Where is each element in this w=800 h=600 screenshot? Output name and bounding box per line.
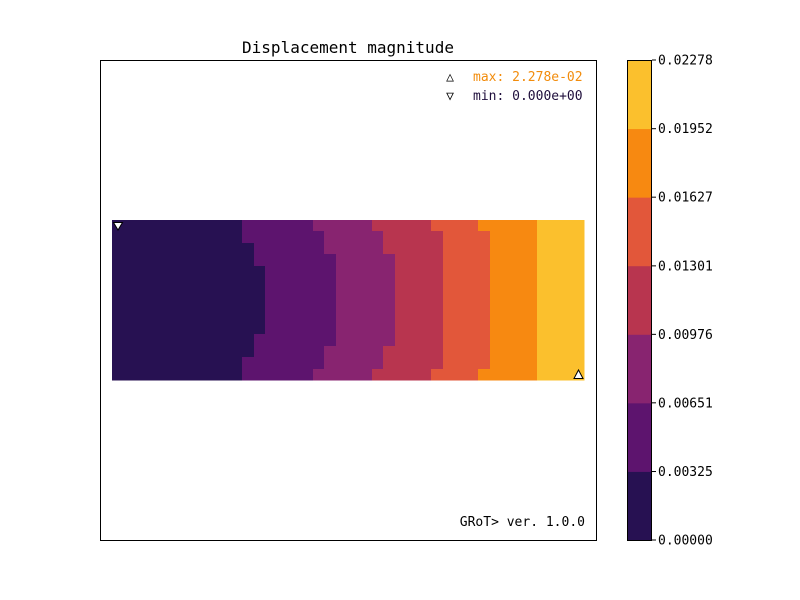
version-label: GRoT> ver. 1.0.0: [460, 515, 585, 530]
field-cell: [443, 266, 491, 335]
colorbar-tick-label: 0.00000: [658, 534, 713, 549]
min-legend-symbol: ▽: [446, 89, 454, 104]
colorbar-band: [627, 402, 652, 472]
field-cell: [395, 266, 444, 335]
field-cell: [443, 231, 491, 244]
field-cell: [431, 220, 479, 232]
field-cell: [537, 346, 585, 358]
field-cell: [336, 334, 396, 347]
colorbar-band: [627, 334, 652, 404]
colorbar-band: [627, 197, 652, 267]
field-cell: [537, 369, 585, 381]
field-cell: [313, 369, 373, 381]
field-cell: [324, 346, 384, 358]
colorbar-frame: [627, 60, 652, 541]
field-cell: [254, 254, 337, 267]
colorbar-tick-label: 0.00976: [658, 328, 713, 343]
field-cell: [537, 243, 585, 255]
field-cell: [431, 369, 479, 381]
field-cell: [112, 231, 243, 244]
field-cell: [490, 243, 538, 255]
field-cell: [383, 243, 444, 255]
colorbar: [627, 60, 652, 541]
field-cell: [254, 346, 325, 358]
field-cell: [490, 254, 538, 267]
plot-frame: [100, 60, 597, 541]
chart-title: Displacement magnitude: [242, 38, 454, 57]
colorbar-tick-label: 0.00325: [658, 465, 713, 480]
field-cell: [265, 266, 337, 335]
field-cell: [112, 334, 255, 347]
field-cell: [242, 357, 325, 370]
field-cell: [242, 220, 314, 232]
field-cell: [242, 369, 314, 381]
field-cell: [537, 231, 585, 244]
colorbar-tick-label: 0.01301: [658, 259, 713, 274]
field-cell: [112, 254, 255, 267]
displacement-field: [112, 220, 585, 381]
field-cell: [537, 334, 585, 347]
field-cell: [383, 346, 444, 358]
field-cell: [537, 266, 585, 335]
field-cell: [443, 346, 491, 358]
field-cell: [112, 243, 255, 255]
field-cell: [383, 231, 444, 244]
field-cell: [443, 357, 491, 370]
field-cell: [478, 220, 538, 232]
field-cell: [537, 357, 585, 370]
field-cell: [395, 334, 444, 347]
colorbar-tick-label: 0.01952: [658, 122, 713, 137]
max-annotation: max: 2.278e-02: [473, 70, 583, 85]
field-cell: [490, 334, 538, 347]
colorbar-band: [627, 128, 652, 198]
field-cell: [490, 231, 538, 244]
min-annotation: min: 0.000e+00: [473, 89, 583, 104]
field-cell: [478, 369, 538, 381]
field-cell: [443, 254, 491, 267]
field-cell: [537, 220, 585, 232]
colorbar-band: [627, 60, 652, 130]
field-cell: [112, 346, 255, 358]
field-cell: [336, 266, 396, 335]
field-cell: [112, 369, 243, 381]
colorbar-tick-label: 0.01627: [658, 191, 713, 206]
field-cell: [254, 243, 325, 255]
field-cell: [372, 369, 432, 381]
field-cell: [112, 220, 243, 232]
field-cell: [490, 357, 538, 370]
colorbar-band: [627, 471, 652, 541]
colorbar-ticks: 0.00000 0.00325 0.00651 0.00976 0.01301 0.016…: [652, 54, 713, 549]
field-cell: [324, 243, 384, 255]
field-cell: [443, 243, 491, 255]
field-cell: [112, 266, 266, 335]
field-cell: [313, 220, 373, 232]
field-cell: [112, 357, 243, 370]
field-cell: [490, 266, 538, 335]
field-cell: [383, 357, 444, 370]
field-cell: [242, 231, 325, 244]
max-legend-symbol: △: [446, 70, 454, 85]
min-marker: [112, 222, 124, 231]
field-cell: [254, 334, 337, 347]
max-marker: [573, 368, 584, 379]
colorbar-tick-label: 0.02278: [658, 54, 713, 69]
colorbar-tick-label: 0.00651: [658, 396, 713, 411]
field-cell: [372, 220, 432, 232]
field-cell: [395, 254, 444, 267]
field-cell: [324, 231, 384, 244]
colorbar-band: [627, 265, 652, 335]
field-cell: [324, 357, 384, 370]
field-cell: [537, 254, 585, 267]
field-cell: [490, 346, 538, 358]
field-cell: [443, 334, 491, 347]
field-cell: [336, 254, 396, 267]
